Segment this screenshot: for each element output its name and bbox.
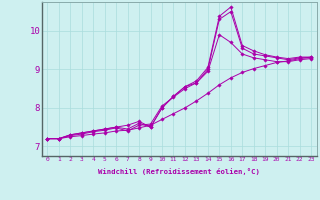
X-axis label: Windchill (Refroidissement éolien,°C): Windchill (Refroidissement éolien,°C) <box>98 168 260 175</box>
